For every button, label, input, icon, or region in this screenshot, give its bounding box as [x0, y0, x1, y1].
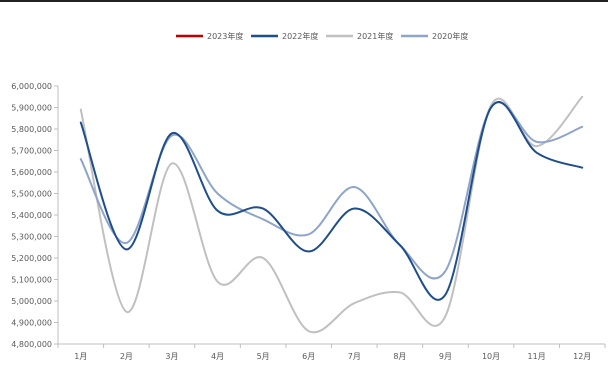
y-tick-label: 5,000,000: [11, 297, 52, 306]
y-tick-label: 4,800,000: [11, 340, 52, 349]
y-tick-label: 4,900,000: [11, 319, 52, 328]
x-tick-label: 3月: [165, 352, 178, 361]
y-tick-label: 5,700,000: [11, 147, 52, 156]
x-tick-label: 9月: [439, 352, 452, 361]
y-axis: 4,800,000 4,900,000 5,000,000 5,100,000 5,20…: [11, 82, 59, 349]
y-tick-label: 5,900,000: [11, 104, 52, 113]
x-tick-label: 6月: [302, 352, 315, 361]
y-tick-label: 5,500,000: [11, 190, 52, 199]
y-tick-label: 5,100,000: [11, 276, 52, 285]
legend-label: 2023年度: [207, 31, 243, 41]
x-tick-label: 7月: [348, 352, 361, 361]
legend: 2023年度 2022年度 2021年度 2020年度: [176, 31, 468, 41]
series-line-2022年度: [79, 100, 584, 301]
series-line-2021年度: [79, 95, 584, 334]
y-tick-label: 5,600,000: [11, 168, 52, 177]
y-tick-label: 5,300,000: [11, 233, 52, 242]
legend-label: 2022年度: [282, 31, 318, 41]
series-layer: [79, 95, 584, 334]
x-tick-label: 5月: [257, 352, 270, 361]
legend-label: 2020年度: [432, 31, 468, 41]
x-tick-label: 2月: [120, 352, 133, 361]
y-tick-label: 5,800,000: [11, 125, 52, 134]
y-tick-label: 5,400,000: [11, 211, 52, 220]
x-tick-label: 8月: [393, 352, 406, 361]
legend-label: 2021年度: [357, 31, 393, 41]
x-tick-label: 1月: [74, 352, 87, 361]
x-tick-label: 11月: [528, 352, 546, 361]
y-tick-label: 6,000,000: [11, 82, 52, 91]
x-tick-label: 10月: [482, 352, 500, 361]
x-tick-label: 12月: [573, 352, 591, 361]
x-axis: 1月 2月 3月 4月 5月 6月 7月 8月 9月 10月 11月 12月: [57, 343, 606, 361]
y-tick-label: 5,200,000: [11, 254, 52, 263]
x-tick-label: 4月: [211, 352, 224, 361]
